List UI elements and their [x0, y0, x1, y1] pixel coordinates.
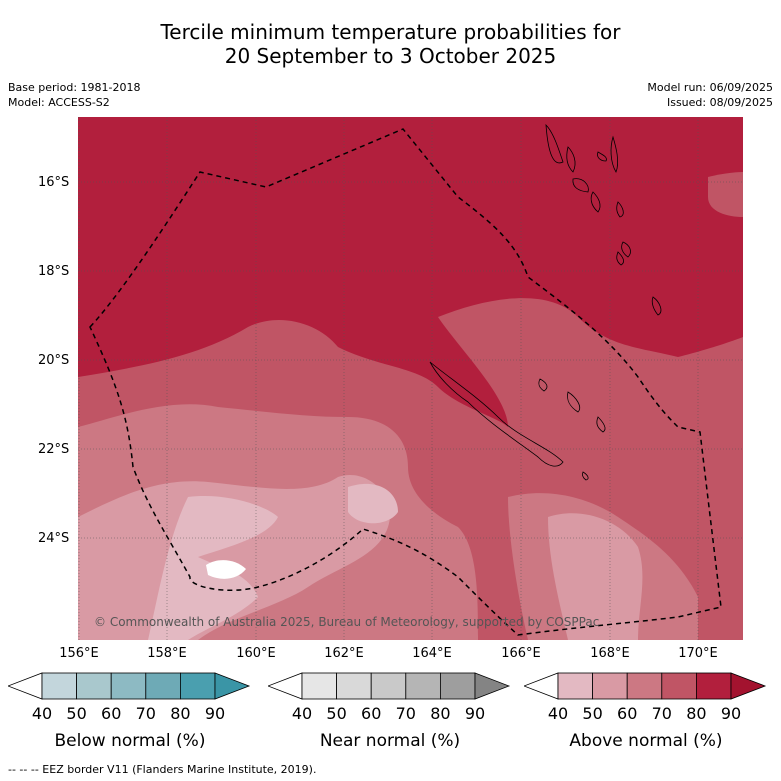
region-above-40-center [348, 483, 398, 524]
title-line-2: 20 September to 3 October 2025 [224, 44, 557, 68]
title-line-1: Tercile minimum temperature probabilitie… [160, 20, 621, 44]
map-area: © Commonwealth of Australia 2025, Bureau… [78, 117, 743, 640]
model-run: Model run: 06/09/2025 [647, 81, 773, 94]
colorbar-segment [661, 672, 697, 700]
colorbar-extend-low [6, 672, 43, 700]
colorbar-segment [439, 672, 476, 700]
colorbar-extend-high [214, 672, 251, 700]
lon-label-164e: 164°E [412, 646, 452, 661]
lon-label-170e: 170°E [678, 646, 718, 661]
colorbar-tick-label: 70 [652, 704, 672, 723]
colorbar-tick-label: 60 [617, 704, 637, 723]
colorbar-tick-label: 80 [686, 704, 706, 723]
map-title: Tercile minimum temperature probabilitie… [0, 20, 781, 68]
colorbar-extend-high [474, 672, 511, 700]
colorbar-tick-label: 40 [32, 704, 52, 723]
graticule [78, 117, 743, 640]
colorbar-above-svg: 40 50 60 70 80 90 [522, 672, 767, 723]
colorbar-segment [370, 672, 407, 700]
colorbar-tick-label: 40 [548, 704, 568, 723]
colorbar-tick-label: 60 [101, 704, 121, 723]
colorbar-tick-label: 70 [136, 704, 156, 723]
region-above-50-se [548, 513, 643, 640]
colorbar-tick-label: 50 [326, 704, 346, 723]
island-outlines [538, 123, 662, 481]
copyright-text: © Commonwealth of Australia 2025, Bureau… [94, 615, 599, 629]
model-name: Model: ACCESS-S2 [8, 96, 110, 109]
colorbar-above-title: Above normal (%) [569, 731, 723, 751]
meta-left: Base period: 1981-2018 Model: ACCESS-S2 [8, 80, 140, 110]
meta-right: Model run: 06/09/2025 Issued: 08/09/2025 [647, 80, 773, 110]
footer-note: -- -- -- EEZ border V11 (Flanders Marine… [8, 763, 317, 776]
colorbar-near-normal: 40 50 60 70 80 90 [266, 668, 512, 732]
colorbar-extend-low [522, 672, 559, 700]
issued-date: Issued: 08/09/2025 [666, 96, 773, 109]
region-above-70-ne [708, 172, 743, 217]
colorbar-segment [405, 672, 441, 700]
colorbar-near-title: Near normal (%) [319, 731, 461, 751]
lat-label-24s: 24°S [38, 531, 70, 546]
region-below-40 [206, 560, 246, 579]
colorbar-segment [695, 672, 732, 700]
lon-label-160e: 160°E [236, 646, 276, 661]
region-above-50 [78, 475, 390, 640]
colorbar-tick-label: 80 [170, 704, 190, 723]
lon-label-166e: 166°E [501, 646, 541, 661]
colorbar-tick-label: 80 [430, 704, 450, 723]
lon-label-168e: 168°E [590, 646, 630, 661]
colorbar-segment [301, 672, 337, 700]
colorbar-below-normal: 40 50 60 70 80 90 [6, 668, 252, 732]
colorbar-above-normal: 40 50 60 70 80 90 [522, 668, 768, 732]
colorbar-extend-low [266, 672, 303, 700]
colorbar-tick-label: 90 [205, 704, 225, 723]
colorbar-tick-label: 50 [66, 704, 86, 723]
colorbar-tick-label: 50 [582, 704, 602, 723]
new-caledonia-island [429, 361, 564, 467]
colorbar-segment [592, 672, 628, 700]
colorbar-tick-label: 90 [721, 704, 741, 723]
colorbar-tick-label: 70 [396, 704, 416, 723]
colorbar-segment [557, 672, 593, 700]
lat-label-16s: 16°S [38, 175, 70, 190]
lon-label-156e: 156°E [59, 646, 99, 661]
eez-border [89, 128, 722, 636]
colorbar-below-svg: 40 50 60 70 80 90 [6, 672, 251, 723]
lat-label-20s: 20°S [38, 353, 70, 368]
map-svg: © Commonwealth of Australia 2025, Bureau… [78, 117, 743, 640]
colorbar-tick-label: 90 [465, 704, 485, 723]
base-period: Base period: 1981-2018 [8, 81, 141, 94]
lon-label-158e: 158°E [147, 646, 187, 661]
lat-label-18s: 18°S [38, 264, 70, 279]
colorbar-segment [626, 672, 663, 700]
lat-label-22s: 22°S [38, 442, 70, 457]
colorbar-near-svg: 40 50 60 70 80 90 [266, 672, 511, 723]
colorbar-tick-label: 40 [292, 704, 312, 723]
colorbar-segment [76, 672, 112, 700]
colorbar-segment [336, 672, 372, 700]
lon-label-162e: 162°E [324, 646, 364, 661]
colorbar-below-title: Below normal (%) [54, 731, 206, 751]
colorbar-segment [41, 672, 77, 700]
colorbar-segment [179, 672, 216, 700]
colorbar-tick-label: 60 [361, 704, 381, 723]
colorbar-segment [145, 672, 181, 700]
colorbar-extend-high [730, 672, 767, 700]
colorbar-segment [110, 672, 147, 700]
